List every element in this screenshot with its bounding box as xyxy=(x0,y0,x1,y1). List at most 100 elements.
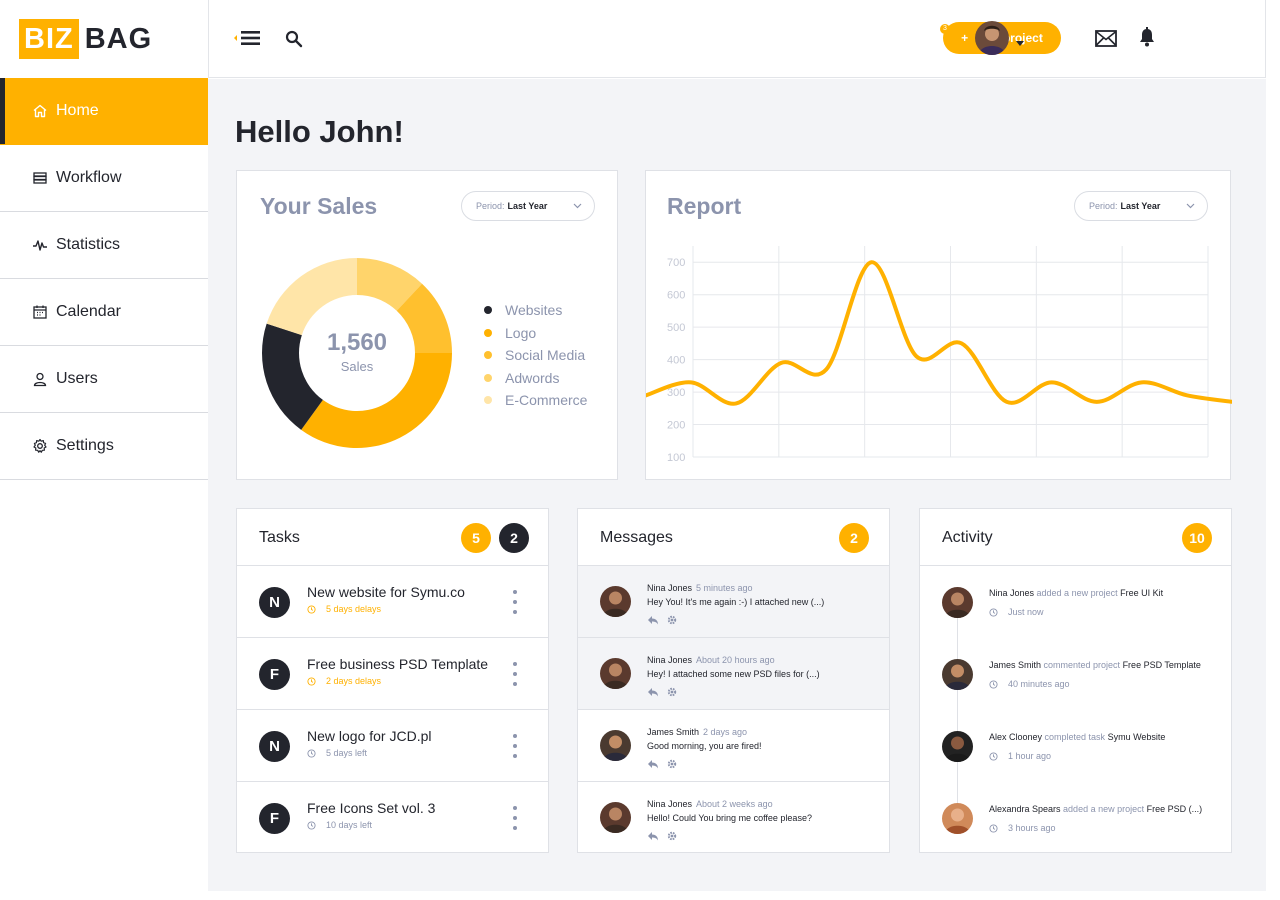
legend-item: Social Media xyxy=(484,344,587,367)
report-title: Report xyxy=(667,193,742,219)
mail-icon[interactable] xyxy=(1095,30,1117,47)
gear-icon[interactable] xyxy=(667,615,679,625)
avatar[interactable] xyxy=(942,731,973,762)
sidebar-item-users[interactable]: Users xyxy=(0,346,208,413)
activity-time: 40 minutes ago xyxy=(989,679,1070,689)
messages-badge[interactable]: 2 xyxy=(839,523,869,553)
task-row[interactable]: N New logo for JCD.pl 5 days left xyxy=(237,710,548,782)
message-time: About 2 weeks ago xyxy=(696,799,773,809)
legend-item: Logo xyxy=(484,322,587,345)
logo[interactable]: BIZ BAG xyxy=(0,0,208,78)
activity-text: Nina Jones added a new project Free UI K… xyxy=(989,588,1163,598)
message-row[interactable]: James Smith 2 days ago Good morning, you a… xyxy=(578,710,889,782)
sender-name: Nina Jones xyxy=(647,799,693,809)
activity-target[interactable]: Free UI Kit xyxy=(1120,588,1164,598)
donut-slice-adwords[interactable] xyxy=(357,258,423,311)
report-period-select[interactable]: Period: Last Year xyxy=(1074,191,1208,221)
y-tick-label: 600 xyxy=(667,290,685,302)
more-icon[interactable] xyxy=(512,806,518,830)
avatar[interactable] xyxy=(942,803,973,834)
activity-badge[interactable]: 10 xyxy=(1182,523,1212,553)
sidebar-item-settings[interactable]: Settings xyxy=(0,413,208,480)
legend-item: Adwords xyxy=(484,367,587,390)
activity-target[interactable]: Free PSD Template xyxy=(1122,660,1201,670)
avatar[interactable] xyxy=(975,21,1009,55)
bell-icon[interactable] xyxy=(1137,26,1157,48)
clock-icon xyxy=(307,676,321,686)
message-actions xyxy=(647,759,687,769)
activity-user[interactable]: Alexandra Spears xyxy=(989,804,1061,814)
activity-time: 3 hours ago xyxy=(989,823,1056,833)
activity-target[interactable]: Symu Website xyxy=(1107,732,1166,742)
activity-header: Activity 10 xyxy=(920,509,1231,566)
clock-icon xyxy=(989,607,1003,617)
activity-user[interactable]: Alex Clooney xyxy=(989,732,1043,742)
activity-target[interactable]: Free PSD (...) xyxy=(1146,804,1203,814)
sidebar-item-calendar[interactable]: Calendar xyxy=(0,279,208,346)
sales-period-select[interactable]: Period: Last Year xyxy=(461,191,595,221)
gear-icon[interactable] xyxy=(667,759,679,769)
more-icon[interactable] xyxy=(512,590,518,614)
task-avatar: N xyxy=(259,587,290,618)
legend-label: Adwords xyxy=(505,369,560,386)
y-tick-label: 500 xyxy=(667,322,685,334)
sidebar-item-workflow[interactable]: Workflow xyxy=(0,145,208,212)
gear-icon[interactable] xyxy=(667,687,679,697)
activity-action: completed task xyxy=(1042,732,1108,742)
message-preview: Hello! Could You bring me coffee please? xyxy=(647,813,812,823)
message-actions xyxy=(647,687,687,697)
message-time: 5 minutes ago xyxy=(696,583,753,593)
tasks-card: Tasks 5 2 N New website for Symu.co 5 days… xyxy=(236,508,549,853)
avatar[interactable] xyxy=(942,659,973,690)
sidebar-item-label: Settings xyxy=(56,437,114,454)
clock-icon xyxy=(989,679,1003,689)
task-avatar: N xyxy=(259,731,290,762)
menu-toggle-icon[interactable] xyxy=(233,28,263,48)
activity-user[interactable]: James Smith xyxy=(989,660,1042,670)
message-sender: Nina Jones About 20 hours ago xyxy=(647,655,775,665)
message-preview: Hey! I attached some new PSD files for (… xyxy=(647,669,820,679)
tasks-badge-pending[interactable]: 5 xyxy=(461,523,491,553)
statistics-icon xyxy=(32,237,48,253)
tasks-badge-done[interactable]: 2 xyxy=(499,523,529,553)
sales-card: Your Sales Period: Last Year 1,560 Sales… xyxy=(236,170,618,480)
task-avatar: F xyxy=(259,659,290,690)
y-tick-label: 200 xyxy=(667,420,685,432)
avatar[interactable] xyxy=(942,587,973,618)
reply-icon[interactable] xyxy=(647,615,659,625)
sidebar-item-statistics[interactable]: Statistics xyxy=(0,212,208,279)
search-icon[interactable] xyxy=(285,30,303,48)
donut-slice-logo[interactable] xyxy=(301,353,452,449)
activity-row: James Smith commented project Free PSD T… xyxy=(920,641,1231,713)
task-row[interactable]: N New website for Symu.co 5 days delays xyxy=(237,566,548,638)
gear-icon xyxy=(32,438,48,454)
user-icon xyxy=(32,371,48,387)
avatar xyxy=(600,802,631,833)
message-row[interactable]: Nina Jones About 20 hours ago Hey! I attac… xyxy=(578,638,889,710)
activity-user[interactable]: Nina Jones xyxy=(989,588,1035,598)
sidebar-item-home[interactable]: Home xyxy=(0,78,208,145)
report-series-line[interactable] xyxy=(646,260,1232,406)
chevron-down-icon[interactable] xyxy=(1016,34,1024,46)
donut-slice-websites[interactable] xyxy=(262,323,323,430)
reply-icon[interactable] xyxy=(647,759,659,769)
gear-icon[interactable] xyxy=(667,831,679,841)
more-icon[interactable] xyxy=(512,734,518,758)
donut-slice-e-commerce[interactable] xyxy=(266,258,357,336)
message-row[interactable]: Nina Jones About 2 weeks ago Hello! Could … xyxy=(578,782,889,854)
tasks-header: Tasks 5 2 xyxy=(237,509,548,566)
logo-part-1: BIZ xyxy=(19,19,79,59)
message-row[interactable]: Nina Jones 5 minutes ago Hey You! It's me … xyxy=(578,566,889,638)
reply-icon[interactable] xyxy=(647,831,659,841)
task-title: New website for Symu.co xyxy=(307,584,465,600)
legend-label: Social Media xyxy=(505,347,586,364)
donut-slice-social-media[interactable] xyxy=(396,283,452,353)
task-row[interactable]: F Free business PSD Template 2 days delays xyxy=(237,638,548,710)
task-avatar: F xyxy=(259,803,290,834)
sales-donut-chart xyxy=(262,258,452,449)
task-row[interactable]: F Free Icons Set vol. 3 10 days left xyxy=(237,782,548,854)
task-title: Free Icons Set vol. 3 xyxy=(307,800,436,816)
more-icon[interactable] xyxy=(512,662,518,686)
y-tick-label: 700 xyxy=(667,257,685,269)
reply-icon[interactable] xyxy=(647,687,659,697)
